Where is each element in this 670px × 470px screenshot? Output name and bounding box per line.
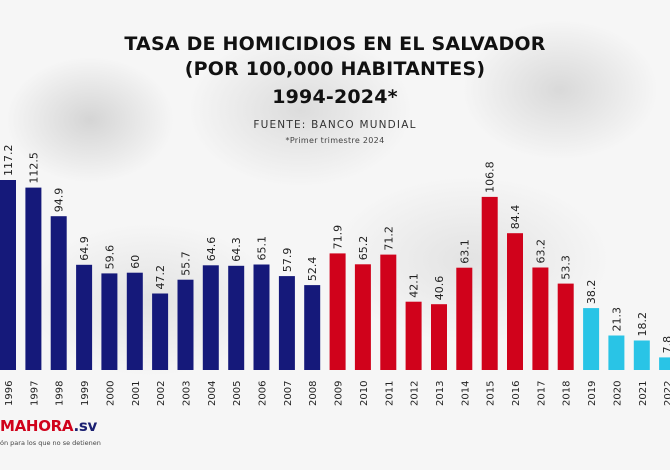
category-label-2001: 2001 (131, 381, 142, 406)
data-label-2007: 57.9 (281, 248, 294, 273)
data-label-2004: 64.6 (205, 237, 218, 262)
chart-title-line1: TASA DE HOMICIDIOS EN EL SALVADOR (124, 33, 546, 55)
brand-tagline: ón para los que no se detienen (0, 439, 101, 447)
data-label-2000: 59.6 (103, 245, 116, 270)
category-label-2016: 2016 (511, 381, 522, 406)
category-label-2000: 2000 (105, 381, 116, 406)
bar-2011 (380, 254, 397, 370)
category-label-2003: 2003 (182, 381, 193, 406)
bar-2016 (507, 233, 523, 370)
data-label-2016: 84.4 (509, 205, 522, 230)
bar-2002 (152, 293, 169, 370)
category-label-2011: 2011 (384, 381, 395, 406)
data-label-2009: 71.9 (332, 225, 345, 250)
bar-2004 (202, 265, 219, 370)
bar-2014 (456, 267, 473, 370)
bar-2017 (532, 267, 549, 370)
data-label-2001: 60 (129, 255, 142, 269)
category-label-2020: 2020 (612, 381, 623, 406)
bar-2008 (304, 285, 321, 370)
category-label-2015: 2015 (486, 381, 497, 406)
category-label-2013: 2013 (435, 381, 446, 406)
data-label-2003: 55.7 (180, 251, 193, 276)
category-label-2022: 2022 (663, 381, 670, 406)
category-label-2017: 2017 (536, 381, 547, 406)
bar-1999 (76, 264, 93, 370)
category-label-2012: 2012 (410, 381, 421, 406)
category-label-2002: 2002 (156, 381, 167, 406)
category-label-1998: 1998 (55, 381, 66, 406)
data-label-2008: 52.4 (306, 257, 319, 282)
bar-2013 (431, 304, 447, 370)
bar-2012 (405, 301, 422, 370)
bar-2021 (633, 340, 650, 370)
data-label-2021: 18.2 (636, 312, 649, 337)
bar-1998 (50, 216, 67, 370)
category-label-2006: 2006 (258, 381, 269, 406)
chart-title-line2: (POR 100,000 HABITANTES) (184, 58, 486, 80)
data-label-2013: 40.6 (433, 276, 446, 301)
category-label-2008: 2008 (308, 381, 319, 406)
brand-logo-domain: .sv (73, 417, 97, 435)
data-label-2011: 71.2 (382, 226, 395, 251)
data-label-1997: 112.5 (27, 152, 40, 184)
data-label-2002: 47.2 (154, 265, 167, 290)
category-label-2009: 2009 (334, 381, 345, 406)
bar-2020 (608, 335, 625, 370)
bar-2001 (126, 272, 143, 370)
data-label-2017: 63.2 (534, 239, 547, 264)
data-label-1996: 117.2 (2, 145, 15, 177)
data-label-2019: 38.2 (585, 280, 598, 305)
category-label-2018: 2018 (562, 381, 573, 406)
data-label-2012: 42.1 (408, 273, 421, 298)
category-label-1996: 1996 (4, 381, 15, 406)
data-label-2006: 65.1 (256, 236, 269, 261)
data-label-2014: 63.1 (458, 239, 471, 264)
brand-logo-name: MAHORA (0, 417, 74, 435)
bar-1996 (0, 180, 16, 370)
category-label-2007: 2007 (283, 381, 294, 406)
bar-2007 (278, 276, 295, 370)
category-label-1997: 1997 (29, 381, 40, 406)
bar-2006 (253, 264, 270, 370)
data-label-2010: 65.2 (357, 236, 370, 261)
bar-2015 (481, 196, 498, 370)
data-label-2022: 7.8 (661, 336, 670, 354)
chart-footnote: *Primer trimestre 2024 (285, 136, 385, 145)
category-label-2010: 2010 (359, 381, 370, 406)
bar-2018 (557, 283, 574, 370)
data-label-1998: 94.9 (53, 188, 66, 213)
bar-1997 (25, 187, 42, 370)
data-label-2018: 53.3 (560, 255, 573, 280)
category-label-2021: 2021 (638, 381, 649, 406)
bar-2003 (177, 279, 194, 370)
data-label-2015: 106.8 (484, 161, 497, 193)
bar-2000 (101, 273, 118, 370)
chart-title-line3: 1994-2024* (272, 86, 398, 108)
bar-2010 (354, 264, 371, 370)
category-label-2004: 2004 (207, 381, 218, 406)
category-label-1999: 1999 (80, 381, 91, 406)
bar-2009 (329, 253, 346, 370)
data-label-2020: 21.3 (610, 307, 623, 332)
category-label-2005: 2005 (232, 381, 243, 406)
brand-logo: MAHORA.sv (0, 417, 97, 435)
category-label-2014: 2014 (460, 381, 471, 406)
chart-source: FUENTE: BANCO MUNDIAL (253, 119, 417, 131)
data-label-1999: 64.9 (78, 236, 91, 261)
category-label-2019: 2019 (587, 381, 598, 406)
bar-2022 (659, 357, 670, 370)
data-label-2005: 64.3 (230, 237, 243, 262)
bar-2019 (583, 308, 600, 370)
bar-2005 (228, 265, 245, 370)
